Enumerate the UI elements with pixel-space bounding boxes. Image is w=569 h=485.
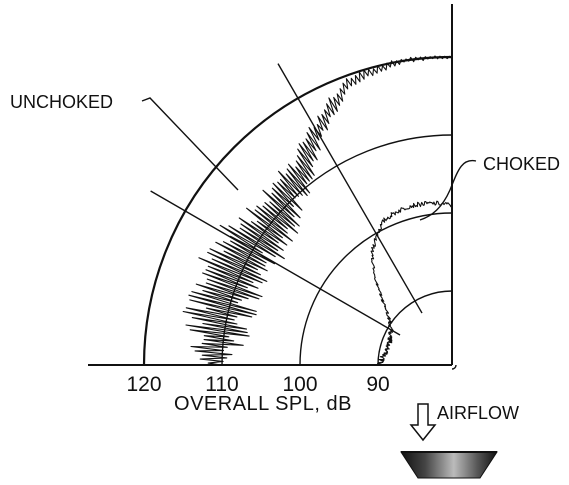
unchoked-leader-line bbox=[141, 97, 239, 191]
series-line-unchoked bbox=[182, 55, 453, 366]
choked-label: CHOKED bbox=[483, 154, 560, 174]
tick-label-100: 100 bbox=[282, 373, 317, 396]
nozzle-icon bbox=[400, 451, 498, 479]
airflow-label: AIRFLOW bbox=[437, 403, 519, 423]
tick-label-90: 90 bbox=[366, 373, 389, 396]
tick-label-120: 120 bbox=[126, 373, 161, 396]
tick-labels: 120 110 100 90 bbox=[126, 373, 389, 396]
arrow-down-icon bbox=[409, 403, 437, 442]
unchoked-label: UNCHOKED bbox=[10, 92, 113, 112]
radial-axis-title: OVERALL SPL, dB bbox=[174, 393, 352, 415]
ring-120 bbox=[142, 55, 453, 366]
chart-series bbox=[182, 55, 453, 366]
radial-line-60 bbox=[277, 63, 423, 314]
ring-80 bbox=[451, 364, 457, 370]
radial-line-30 bbox=[150, 190, 401, 336]
chart-grid bbox=[88, 4, 457, 370]
ring-90 bbox=[377, 290, 453, 366]
ring-100 bbox=[299, 212, 453, 366]
choked-leader-line bbox=[419, 159, 477, 221]
series-line-choked bbox=[370, 200, 453, 366]
tick-label-110: 110 bbox=[205, 373, 238, 396]
